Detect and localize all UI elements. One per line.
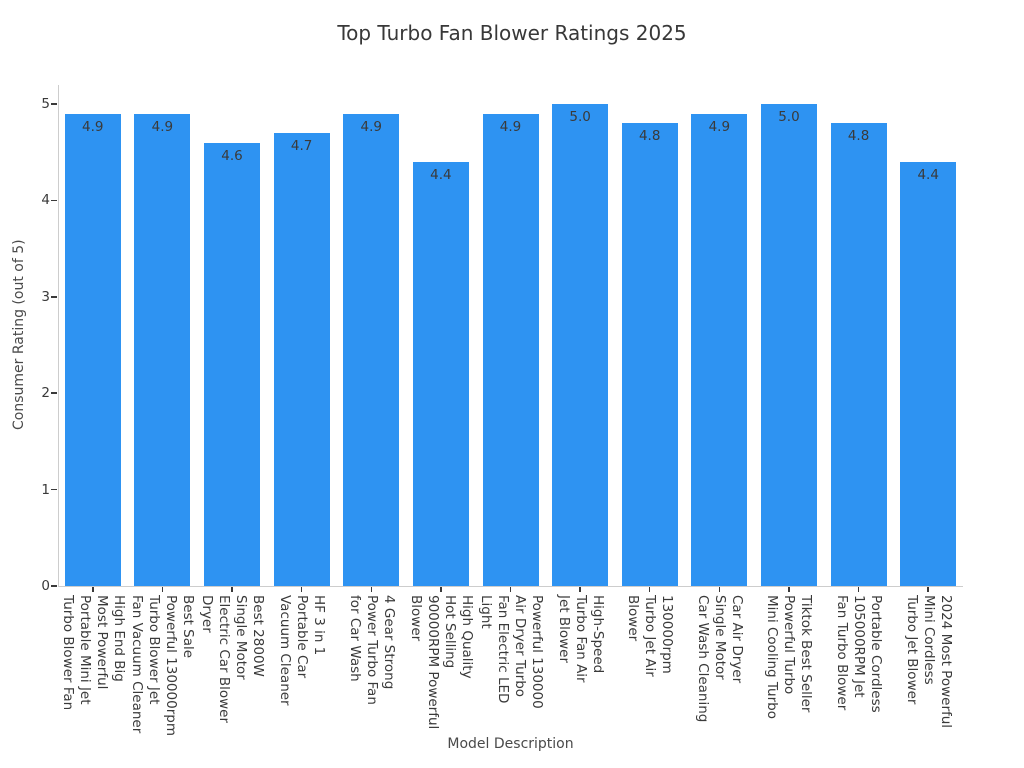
y-tick-label: 4 [41,192,50,209]
bar: 4.9 [134,113,191,586]
bar-value-label: 4.9 [360,118,382,135]
x-tick-mark [788,587,790,592]
x-tick-mark [927,587,929,592]
y-tick-mark [51,488,57,491]
x-tick-mark [579,587,581,592]
x-tick-label: Car Air Dryer Single Motor Car Wash Clea… [694,595,745,723]
y-tick-mark [51,296,57,298]
x-tick-label: High Quality Hot Selling 90000RPM Powerf… [407,595,475,730]
y-tick-mark [51,585,57,587]
y-tick-label: 1 [41,481,50,498]
x-tick-label: Tiktok Best Seller Powerful Turbo Mini C… [764,595,815,719]
x-tick-label: Powerful 130000 Air Dryer Turbo Fan Elec… [477,595,545,709]
x-tick-label: High-Speed Turbo Fan Air Jet Blower [555,595,606,683]
bar: 5.0 [760,104,817,586]
bar-value-label: 5.0 [569,109,591,125]
bar-value-label: 4.4 [430,166,452,183]
x-tick-mark [370,587,373,592]
x-tick-label: 130000rpm Turbo Jet Air Blower [625,595,676,677]
x-tick-label: Portable Cordless 105000RPM Jet Fan Turb… [834,595,885,713]
bar: 4.4 [412,161,469,586]
bar: 4.9 [691,113,748,586]
bar: 4.9 [482,113,539,586]
x-tick-mark [509,587,512,592]
x-axis-spine [58,586,963,587]
bar-value-label: 5.0 [778,109,800,125]
x-tick-label: 2024 Most Powerful Mini Cordless Turbo J… [903,595,954,729]
x-tick-label: HF 3 in 1 Portable Car Vacuum Cleaner [277,595,328,706]
x-tick-mark [161,587,164,592]
bar: 4.8 [621,123,678,586]
bar: 4.4 [900,161,957,586]
y-tick-mark [51,199,57,202]
x-tick-mark [92,587,94,592]
x-tick-mark [440,587,442,592]
y-tick-label: 5 [41,96,50,112]
x-tick-mark [300,587,303,592]
x-tick-mark [231,587,233,592]
bar: 4.6 [204,142,261,586]
bar: 4.9 [343,113,400,586]
bar: 5.0 [552,104,609,586]
y-tick-label: 0 [41,578,50,594]
y-tick-mark [51,392,57,394]
x-tick-label: Best 2800W Single Motor Electric Car Blo… [199,595,267,724]
bar: 4.9 [64,113,121,586]
x-tick-label: Best Sale Powerful 130000rpm Turbo Blowe… [129,595,197,736]
chart-title: Top Turbo Fan Blower Ratings 2025 [337,21,687,45]
x-tick-label: 4 Gear Strong Power Turbo Fan for Car Wa… [346,595,397,705]
bar-value-label: 4.9 [708,118,731,135]
y-tick-label: 2 [41,385,50,402]
bar-value-label: 4.8 [638,128,661,145]
bar: 4.8 [830,123,887,586]
x-axis-label: Model Description [447,736,574,752]
y-axis-spine [58,85,59,587]
x-tick-mark [857,587,860,592]
x-tick-mark [718,587,721,592]
y-tick-label: 3 [41,288,50,305]
bar-value-label: 4.6 [221,147,243,164]
x-tick-label: High End Big Most Powerful Portable Mini… [59,595,127,711]
bar-value-label: 4.8 [847,128,870,145]
y-tick-mark [51,103,57,105]
bar-value-label: 4.9 [151,118,174,135]
bar: 4.7 [273,132,330,586]
bar-value-label: 4.9 [82,118,104,135]
bar-value-label: 4.9 [499,118,522,135]
bar-value-label: 4.4 [917,166,939,183]
x-tick-mark [648,587,651,592]
bar-value-label: 4.7 [290,137,313,154]
